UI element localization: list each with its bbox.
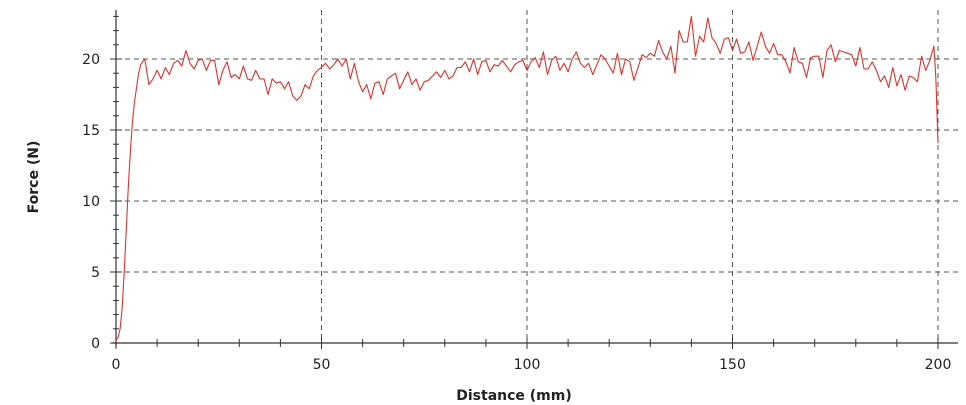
- y-tick-label: 15: [82, 123, 100, 139]
- y-tick-label: 10: [82, 194, 100, 210]
- axes: [112, 10, 958, 347]
- x-tick-label: 100: [514, 357, 541, 373]
- tick-marks: [110, 15, 939, 349]
- grid-lines: [116, 10, 958, 343]
- x-tick-label: 0: [112, 357, 121, 373]
- y-tick-label: 5: [91, 265, 100, 281]
- force-series-line: [115, 15, 939, 341]
- x-tick-label: 200: [925, 357, 952, 373]
- y-tick-label: 0: [91, 336, 100, 352]
- x-tick-label: 150: [719, 357, 746, 373]
- y-axis-title: Force (N): [26, 141, 42, 214]
- x-axis-title: Distance (mm): [456, 388, 572, 404]
- x-tick-label: 50: [313, 357, 331, 373]
- series-layer: [115, 15, 939, 341]
- y-tick-label: 20: [82, 52, 100, 68]
